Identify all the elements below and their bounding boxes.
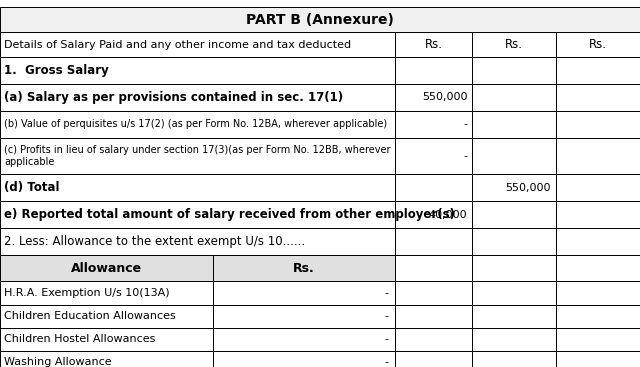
Bar <box>0 111 395 138</box>
Bar <box>556 328 640 351</box>
Text: PART B (Annexure): PART B (Annexure) <box>246 13 394 27</box>
Text: Rs.: Rs. <box>589 38 607 51</box>
Bar <box>472 138 556 174</box>
Text: (b) Value of perquisites u/s 17(2) (as per Form No. 12BA, wherever applicable): (b) Value of perquisites u/s 17(2) (as p… <box>4 119 388 129</box>
Text: 1.  Gross Salary: 1. Gross Salary <box>4 64 109 77</box>
Bar <box>556 351 640 367</box>
Bar <box>395 201 472 228</box>
Text: (d) Total: (d) Total <box>4 181 60 194</box>
Text: -: - <box>385 311 388 321</box>
Text: Children Hostel Allowances: Children Hostel Allowances <box>4 334 156 344</box>
Text: Details of Salary Paid and any other income and tax deducted: Details of Salary Paid and any other inc… <box>4 40 351 50</box>
Text: -: - <box>385 357 388 367</box>
Bar <box>472 57 556 84</box>
Text: Children Education Allowances: Children Education Allowances <box>4 311 176 321</box>
Bar <box>0 138 395 174</box>
Bar <box>395 328 472 351</box>
Bar <box>472 32 556 57</box>
Bar <box>395 57 472 84</box>
Text: (c) Profits in lieu of salary under section 17(3)(as per Form No. 12BB, wherever: (c) Profits in lieu of salary under sect… <box>4 145 391 167</box>
Bar <box>472 84 556 111</box>
Bar <box>556 138 640 174</box>
Bar <box>556 228 640 255</box>
Bar <box>0 32 395 57</box>
Text: Allowance: Allowance <box>71 262 142 275</box>
Bar <box>213 328 395 351</box>
Bar <box>213 281 395 305</box>
Bar <box>472 111 556 138</box>
Bar <box>472 351 556 367</box>
Bar <box>0 84 395 111</box>
Bar <box>0 228 395 255</box>
Bar <box>472 228 556 255</box>
Text: -: - <box>385 334 388 344</box>
Bar <box>395 138 472 174</box>
Bar <box>0 305 213 328</box>
Bar <box>395 281 472 305</box>
Bar <box>472 281 556 305</box>
Bar <box>0 281 213 305</box>
Bar <box>395 32 472 57</box>
Bar <box>556 84 640 111</box>
Bar <box>472 305 556 328</box>
Text: (a) Salary as per provisions contained in sec. 17(1): (a) Salary as per provisions contained i… <box>4 91 344 104</box>
Text: Washing Allowance: Washing Allowance <box>4 357 112 367</box>
Text: Rs.: Rs. <box>505 38 524 51</box>
Bar <box>472 255 556 281</box>
Bar <box>556 32 640 57</box>
Text: 550,000: 550,000 <box>422 92 467 102</box>
Bar <box>0 174 395 201</box>
Bar <box>0 7 640 32</box>
Bar <box>556 174 640 201</box>
Bar <box>395 174 472 201</box>
Bar <box>395 111 472 138</box>
Bar <box>0 201 395 228</box>
Bar <box>556 201 640 228</box>
Bar <box>395 228 472 255</box>
Bar <box>472 174 556 201</box>
Text: e) Reported total amount of salary received from other employer(s): e) Reported total amount of salary recei… <box>4 208 456 221</box>
Bar <box>0 328 213 351</box>
Text: 40,000: 40,000 <box>429 210 467 219</box>
Bar <box>556 57 640 84</box>
Bar <box>395 255 472 281</box>
Bar <box>395 305 472 328</box>
Bar <box>556 255 640 281</box>
Bar <box>0 57 395 84</box>
Text: -: - <box>463 119 467 129</box>
Bar <box>0 351 213 367</box>
Text: H.R.A. Exemption U/s 10(13A): H.R.A. Exemption U/s 10(13A) <box>4 288 170 298</box>
Text: Rs.: Rs. <box>424 38 443 51</box>
Bar <box>213 255 395 281</box>
Bar <box>213 305 395 328</box>
Text: -: - <box>385 288 388 298</box>
Bar <box>472 201 556 228</box>
Text: 2. Less: Allowance to the extent exempt U/s 10......: 2. Less: Allowance to the extent exempt … <box>4 235 306 248</box>
Text: Rs.: Rs. <box>293 262 315 275</box>
Bar <box>395 84 472 111</box>
Bar <box>213 351 395 367</box>
Bar <box>556 111 640 138</box>
Text: 550,000: 550,000 <box>506 183 551 193</box>
Bar <box>472 328 556 351</box>
Bar <box>395 351 472 367</box>
Bar <box>556 305 640 328</box>
Text: -: - <box>463 151 467 161</box>
Bar <box>0 255 213 281</box>
Bar <box>556 281 640 305</box>
